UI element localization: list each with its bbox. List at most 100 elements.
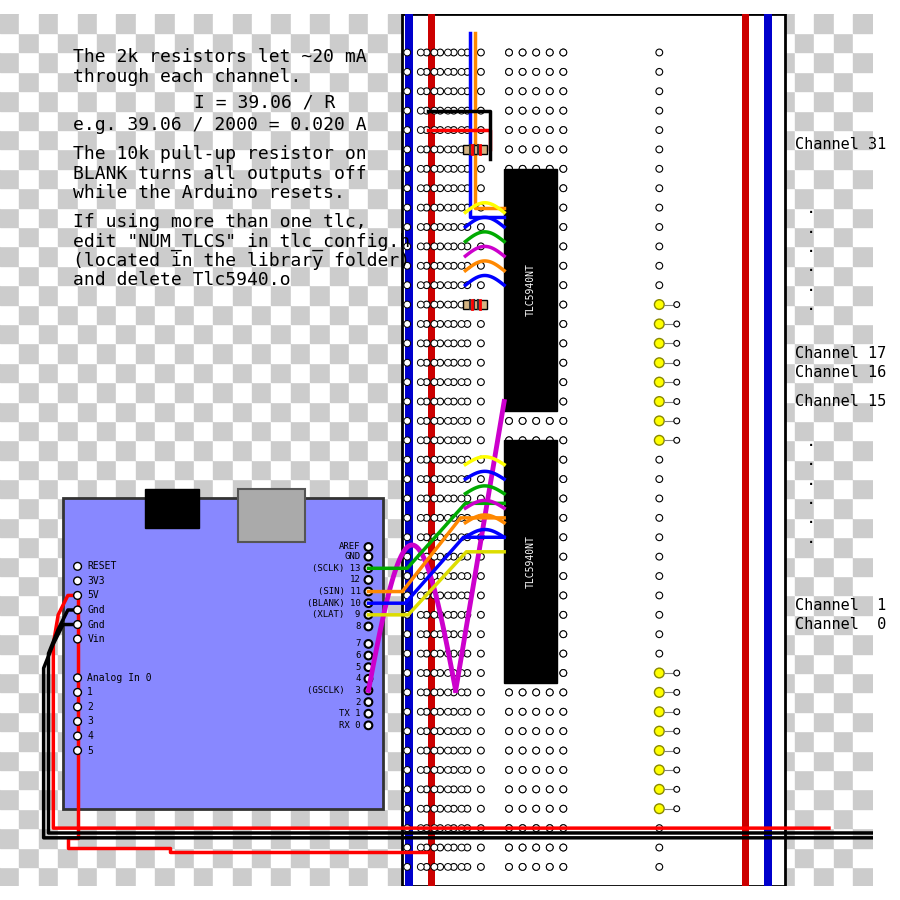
Bar <box>39 615 58 634</box>
Bar <box>407 596 427 615</box>
Circle shape <box>533 436 540 444</box>
Bar <box>58 828 77 848</box>
Circle shape <box>458 107 465 114</box>
Bar <box>136 382 155 401</box>
Circle shape <box>519 436 526 444</box>
Bar <box>717 72 737 91</box>
Bar <box>213 789 233 809</box>
Bar <box>446 266 465 285</box>
Bar <box>814 828 833 848</box>
Circle shape <box>546 398 554 405</box>
Circle shape <box>431 184 437 192</box>
Bar <box>524 130 543 149</box>
Circle shape <box>560 88 567 94</box>
Bar <box>272 72 291 91</box>
Bar <box>833 266 853 285</box>
Bar <box>0 615 20 634</box>
Circle shape <box>436 689 444 696</box>
Bar <box>252 14 272 33</box>
Circle shape <box>450 359 457 366</box>
Bar <box>756 828 776 848</box>
Bar <box>272 634 291 653</box>
Bar <box>388 33 407 52</box>
Bar <box>329 304 349 324</box>
Bar <box>620 518 640 537</box>
Bar <box>620 479 640 499</box>
Circle shape <box>546 359 554 366</box>
Circle shape <box>506 806 512 812</box>
Bar <box>660 382 679 401</box>
Bar <box>155 208 175 227</box>
Bar <box>272 518 291 537</box>
Bar <box>77 324 97 343</box>
Bar <box>77 149 97 169</box>
Circle shape <box>464 611 471 618</box>
Bar <box>601 111 620 130</box>
Bar <box>581 247 601 266</box>
Bar <box>601 653 620 673</box>
Bar <box>756 91 776 111</box>
Bar <box>446 712 465 731</box>
Bar <box>252 479 272 499</box>
Bar <box>485 440 504 460</box>
Bar <box>446 343 465 363</box>
Circle shape <box>519 379 526 385</box>
Circle shape <box>445 379 451 385</box>
Circle shape <box>654 765 664 775</box>
Circle shape <box>450 786 457 793</box>
Bar <box>756 653 776 673</box>
Bar <box>368 169 388 188</box>
Circle shape <box>533 844 540 850</box>
Circle shape <box>423 50 430 56</box>
Bar <box>20 789 39 809</box>
Bar <box>58 692 77 712</box>
Circle shape <box>546 592 554 598</box>
Bar <box>737 770 756 789</box>
Bar <box>833 576 853 596</box>
Bar <box>717 149 737 169</box>
Bar <box>795 828 815 848</box>
Bar <box>388 401 407 421</box>
Bar <box>504 363 524 382</box>
Bar <box>175 848 194 867</box>
Bar <box>737 382 756 401</box>
Bar <box>194 14 213 33</box>
Circle shape <box>450 534 457 541</box>
Bar <box>446 770 465 789</box>
Bar <box>233 111 252 130</box>
Bar <box>116 363 136 382</box>
Circle shape <box>546 515 554 521</box>
Bar <box>349 557 368 576</box>
Bar <box>833 188 853 208</box>
Bar <box>543 266 562 285</box>
Circle shape <box>656 495 662 502</box>
Bar <box>679 52 698 72</box>
Bar <box>310 72 329 91</box>
Bar <box>698 324 717 343</box>
Bar <box>524 208 543 227</box>
Text: TLC5940NT: TLC5940NT <box>526 264 536 317</box>
Circle shape <box>560 554 567 560</box>
Bar <box>853 169 873 188</box>
Bar <box>524 382 543 401</box>
Bar <box>446 111 465 130</box>
Circle shape <box>431 88 437 94</box>
Circle shape <box>656 127 662 133</box>
Bar <box>291 343 310 363</box>
Circle shape <box>450 728 457 734</box>
Circle shape <box>546 515 554 521</box>
Bar <box>427 343 446 363</box>
Bar <box>310 285 329 304</box>
Bar <box>465 227 485 247</box>
Circle shape <box>533 456 540 464</box>
Bar <box>446 789 465 809</box>
Circle shape <box>423 786 430 793</box>
Bar <box>213 401 233 421</box>
Bar <box>601 596 620 615</box>
Circle shape <box>546 88 554 94</box>
Circle shape <box>458 786 465 793</box>
Bar <box>776 712 795 731</box>
Circle shape <box>546 534 554 541</box>
Bar <box>581 770 601 789</box>
Bar <box>116 673 136 692</box>
